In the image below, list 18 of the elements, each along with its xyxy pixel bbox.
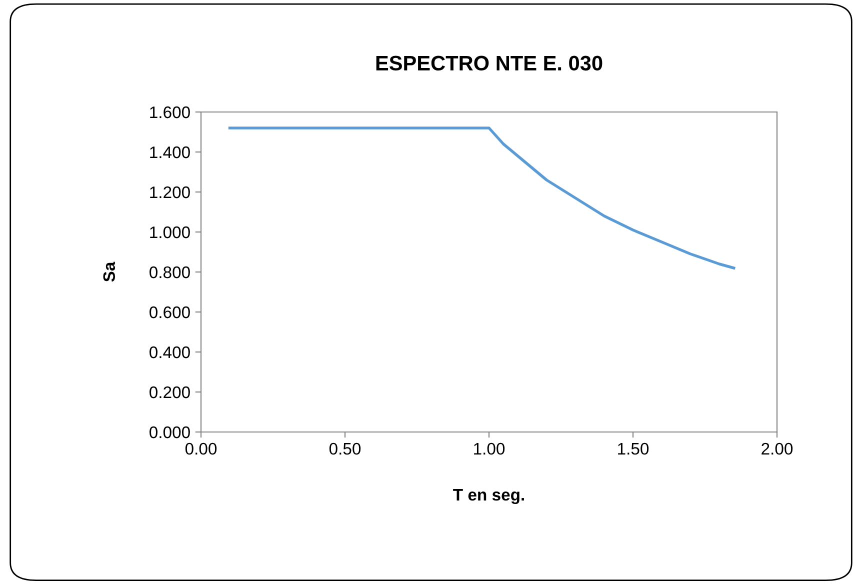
y-tick-label: 1.200 bbox=[150, 186, 190, 198]
y-tick-label: 1.600 bbox=[150, 106, 190, 118]
x-tick-label: 2.00 bbox=[762, 442, 793, 455]
y-tick-label: 0.600 bbox=[150, 306, 190, 318]
y-tick-label: 0.000 bbox=[150, 426, 190, 438]
y-tick-label: 1.000 bbox=[150, 226, 190, 238]
y-tick-label: 0.800 bbox=[150, 266, 190, 278]
x-tick-label: 0.00 bbox=[185, 442, 217, 455]
x-axis-title: T en seg. bbox=[453, 489, 524, 504]
y-tick-label: 1.400 bbox=[150, 146, 190, 158]
x-tick-label: 1.50 bbox=[618, 442, 649, 455]
y-tick-label: 0.200 bbox=[150, 386, 190, 398]
chart-title: ESPECTRO NTE E. 030 bbox=[376, 56, 602, 71]
y-axis-title: Sa bbox=[103, 262, 116, 282]
x-tick-label: 0.50 bbox=[329, 442, 361, 455]
line-series bbox=[228, 126, 736, 270]
y-tick-label: 0.400 bbox=[150, 346, 190, 358]
x-tick-label: 1.00 bbox=[474, 442, 505, 455]
